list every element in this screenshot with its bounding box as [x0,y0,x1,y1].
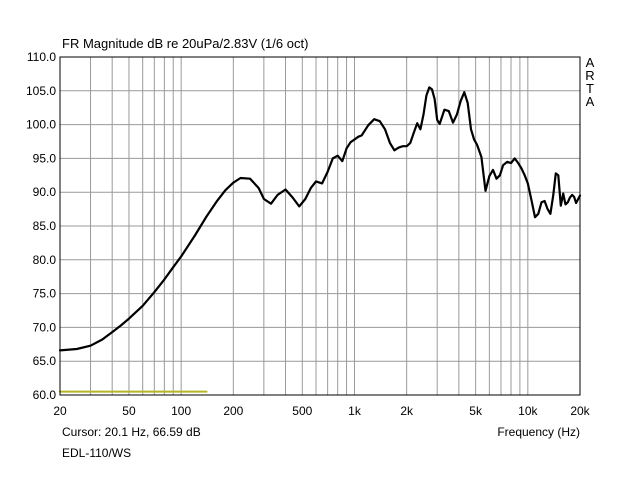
x-tick-label: 1k [348,404,362,418]
y-tick-label: 65.0 [33,354,57,368]
x-tick-labels: 20 50 100 200 500 1k 2k 5k 10k 20k [53,404,590,418]
y-tick-label: 60.0 [33,388,57,402]
plot-frame [59,56,581,396]
x-tick-label: 10k [518,404,538,418]
x-tick-label: 50 [122,404,136,418]
y-tick-label: 95.0 [33,151,57,165]
cursor-readout: Cursor: 20.1 Hz, 66.59 dB [62,425,201,439]
y-tick-label: 110.0 [27,50,56,64]
brand-label: ARTA [585,55,595,109]
x-tick-label: 20 [53,404,67,418]
x-tick-label: 20k [570,404,590,418]
x-axis-label: Frequency (Hz) [497,425,580,439]
device-name: EDL-110/WS [62,446,132,460]
y-tick-label: 105.0 [26,84,56,98]
chart-title: FR Magnitude dB re 20uPa/2.83V (1/6 oct) [62,36,309,51]
y-tick-label: 75.0 [33,287,57,301]
y-tick-label: 90.0 [33,185,57,199]
y-tick-label: 100.0 [26,118,56,132]
y-tick-label: 80.0 [33,253,57,267]
chart-grid [59,56,581,396]
response-curve [58,86,582,352]
plot-border [59,56,581,396]
x-tick-label: 5k [469,404,483,418]
x-tick-label: 100 [171,404,191,418]
x-tick-label: 2k [400,404,414,418]
x-tick-label: 200 [223,404,243,418]
y-tick-label: 70.0 [33,320,57,334]
y-tick-labels: 60.0 65.0 70.0 75.0 80.0 85.0 90.0 95.0 100.0 105… [26,50,56,402]
x-tick-label: 500 [292,404,312,418]
y-tick-label: 85.0 [33,219,57,233]
chart-series [58,86,582,393]
